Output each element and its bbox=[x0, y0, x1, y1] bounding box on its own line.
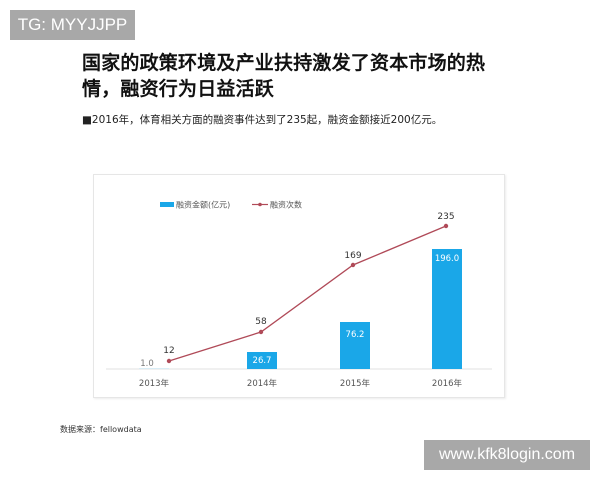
line-label-2014: 58 bbox=[255, 317, 267, 327]
legend-line-label: 融资次数 bbox=[270, 200, 302, 210]
x-tick-2016: 2016年 bbox=[432, 378, 463, 389]
line-labels: 12 58 169 235 bbox=[163, 212, 454, 356]
x-tick-labels: 2013年 2014年 2015年 2016年 bbox=[139, 378, 463, 389]
combo-chart: 融资金额(亿元) 融资次数 1.0 26.7 76.2 196.0 bbox=[106, 200, 492, 389]
bar-2013 bbox=[139, 368, 169, 369]
title-line-2: 情，融资行为日益活跃 bbox=[82, 78, 275, 100]
point-2016 bbox=[443, 223, 449, 229]
line-series bbox=[166, 223, 449, 364]
line-label-2016: 235 bbox=[437, 212, 454, 222]
bar-series bbox=[139, 249, 462, 369]
subtitle: ■2016年，体育相关方面的融资事件达到了235起，融资金额接近200亿元。 bbox=[82, 114, 443, 126]
bar-2015 bbox=[340, 322, 370, 369]
legend-bar-label: 融资金额(亿元) bbox=[176, 200, 230, 210]
point-2013 bbox=[166, 358, 172, 364]
bar-label-2015: 76.2 bbox=[346, 330, 365, 340]
legend-bar-swatch bbox=[160, 202, 174, 207]
x-tick-2015: 2015年 bbox=[340, 378, 371, 389]
bar-2014 bbox=[247, 352, 277, 369]
chart-frame: 融资金额(亿元) 融资次数 1.0 26.7 76.2 196.0 bbox=[93, 174, 505, 398]
watermark-bottom: www.kfk8login.com bbox=[424, 440, 590, 470]
x-tick-2013: 2013年 bbox=[139, 378, 170, 389]
watermark-top: TG: MYYJJPP bbox=[10, 10, 135, 40]
bar-label-2014: 26.7 bbox=[253, 356, 272, 366]
data-source: 数据来源：fellowdata bbox=[60, 425, 142, 434]
point-2014 bbox=[258, 329, 264, 335]
legend: 融资金额(亿元) 融资次数 bbox=[160, 200, 302, 210]
title-line-1: 国家的政策环境及产业扶持激发了资本市场的热 bbox=[82, 52, 486, 74]
bar-labels: 1.0 26.7 76.2 196.0 bbox=[140, 254, 459, 369]
page-title: 国家的政策环境及产业扶持激发了资本市场的热 情，融资行为日益活跃 bbox=[82, 50, 542, 102]
line-label-2013: 12 bbox=[163, 346, 174, 356]
line-label-2015: 169 bbox=[344, 251, 361, 261]
bar-label-2013: 1.0 bbox=[140, 359, 154, 369]
bar-2016 bbox=[432, 249, 462, 369]
x-tick-2014: 2014年 bbox=[247, 378, 278, 389]
bar-label-2016: 196.0 bbox=[435, 254, 459, 264]
point-2015 bbox=[350, 262, 356, 268]
